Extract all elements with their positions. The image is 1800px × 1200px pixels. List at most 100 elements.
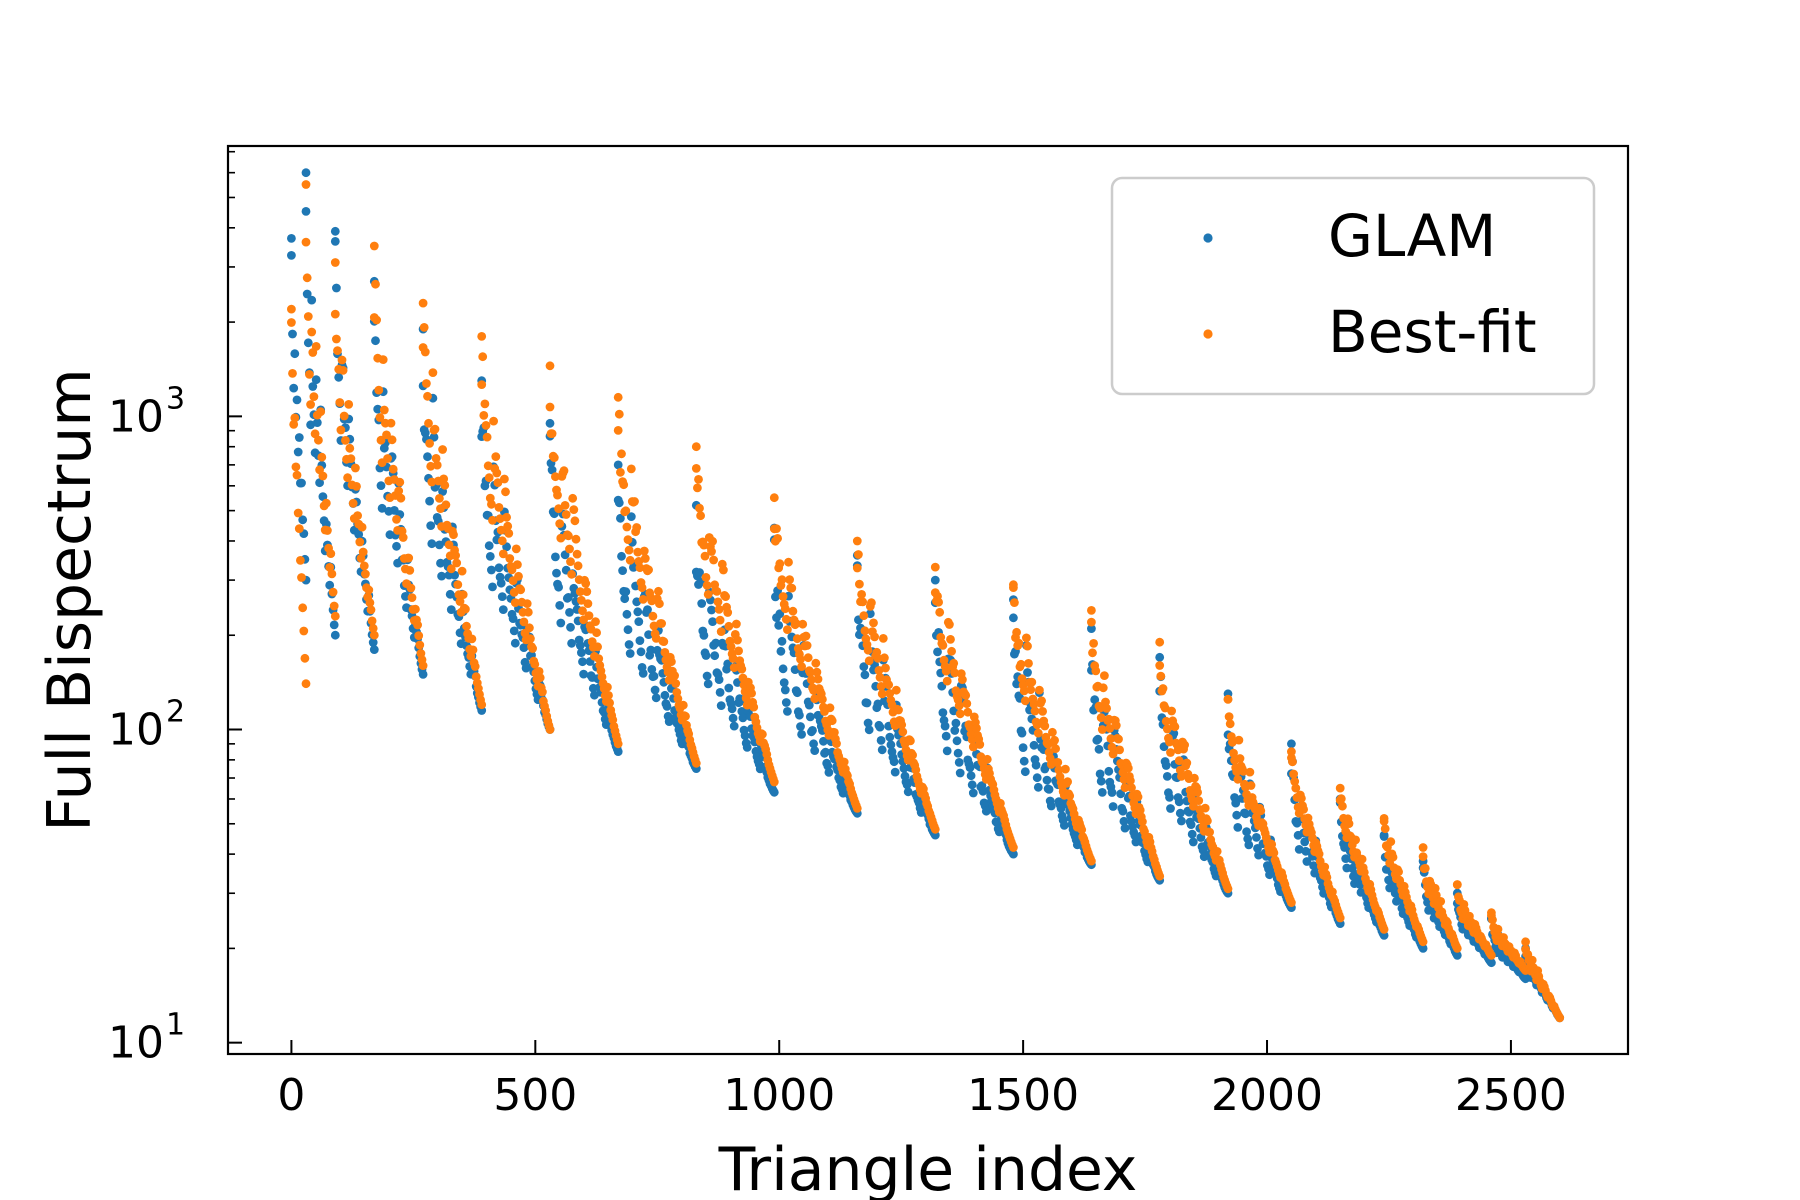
data-point (1420, 863, 1430, 873)
data-point (808, 726, 817, 735)
data-point (508, 614, 518, 623)
data-point (567, 638, 576, 648)
data-point (695, 568, 704, 577)
data-point (951, 718, 961, 728)
data-point (703, 679, 713, 689)
data-point (713, 597, 723, 607)
data-point (889, 757, 899, 767)
data-point (329, 601, 339, 611)
data-point (392, 541, 401, 551)
data-point (485, 552, 495, 561)
x-tick-label: 1000 (723, 1070, 835, 1121)
data-point (1294, 845, 1304, 854)
data-point (528, 644, 537, 653)
data-point (325, 580, 335, 590)
data-point (375, 413, 385, 422)
data-point (621, 506, 631, 516)
data-point (860, 626, 870, 636)
data-point (1165, 793, 1174, 802)
data-point (891, 685, 901, 695)
data-point (477, 700, 487, 710)
data-point-peak (1335, 783, 1345, 793)
data-point (1019, 686, 1029, 696)
data-point (441, 500, 451, 510)
data-point (1093, 734, 1103, 744)
data-point (446, 605, 456, 614)
data-point (301, 207, 311, 216)
data-point (859, 611, 869, 621)
data-point (709, 555, 718, 565)
data-point (732, 619, 741, 629)
data-point (942, 746, 952, 756)
data-point (292, 470, 302, 480)
data-point (810, 694, 820, 704)
data-point (804, 700, 814, 710)
data-point (1023, 668, 1032, 677)
data-point (1138, 817, 1147, 826)
data-point (401, 592, 410, 601)
data-point (1300, 837, 1310, 847)
data-point (1212, 847, 1222, 856)
data-point (1090, 695, 1100, 705)
data-point (1131, 837, 1141, 847)
data-point (863, 645, 873, 655)
data-point (522, 599, 532, 608)
data-point (505, 554, 515, 563)
data-point (568, 493, 578, 503)
data-point (1193, 787, 1202, 797)
data-point (1187, 829, 1197, 839)
data-point (699, 631, 709, 640)
data-point (355, 537, 365, 547)
data-point (1094, 744, 1104, 754)
data-point (1051, 744, 1060, 754)
data-point (566, 557, 575, 566)
data-point (719, 565, 728, 575)
data-point (298, 515, 308, 525)
data-point-peak (477, 332, 487, 341)
data-point (287, 318, 296, 327)
data-point (1032, 720, 1042, 730)
data-point (556, 533, 566, 543)
data-point (386, 418, 396, 428)
x-tick-label: 1500 (967, 1070, 1079, 1121)
data-point (783, 625, 792, 634)
data-point (353, 511, 362, 520)
data-point (1133, 792, 1143, 802)
data-point (547, 465, 557, 475)
data-point (1289, 769, 1298, 779)
data-point (545, 402, 555, 412)
data-point (588, 683, 598, 693)
data-point (625, 649, 635, 658)
legend-label-best-fit: Best-fit (1328, 298, 1537, 366)
data-point (864, 656, 874, 666)
data-point (1418, 944, 1428, 953)
data-point (624, 640, 634, 649)
legend: GLAM Best-fit (1110, 176, 1596, 396)
data-point (646, 645, 656, 655)
data-point (821, 747, 830, 757)
data-point (778, 664, 788, 674)
data-point (575, 587, 585, 596)
data-point (874, 666, 884, 675)
data-point (1040, 721, 1050, 731)
data-point (1126, 776, 1135, 786)
data-point (573, 561, 583, 571)
data-point (1162, 724, 1172, 734)
data-point (300, 653, 310, 663)
data-point-peak (418, 298, 428, 308)
data-point (379, 405, 389, 415)
data-point (708, 536, 717, 546)
data-point (302, 273, 312, 283)
data-point (723, 608, 733, 617)
data-point (1065, 791, 1075, 801)
data-point (1430, 883, 1440, 893)
data-point (908, 750, 917, 760)
data-point (287, 251, 296, 260)
data-point (1418, 852, 1428, 861)
data-point (873, 653, 883, 663)
data-point (810, 746, 820, 755)
data-point (428, 368, 438, 377)
data-point (345, 443, 355, 453)
data-point (1053, 758, 1063, 767)
data-point (419, 323, 429, 332)
